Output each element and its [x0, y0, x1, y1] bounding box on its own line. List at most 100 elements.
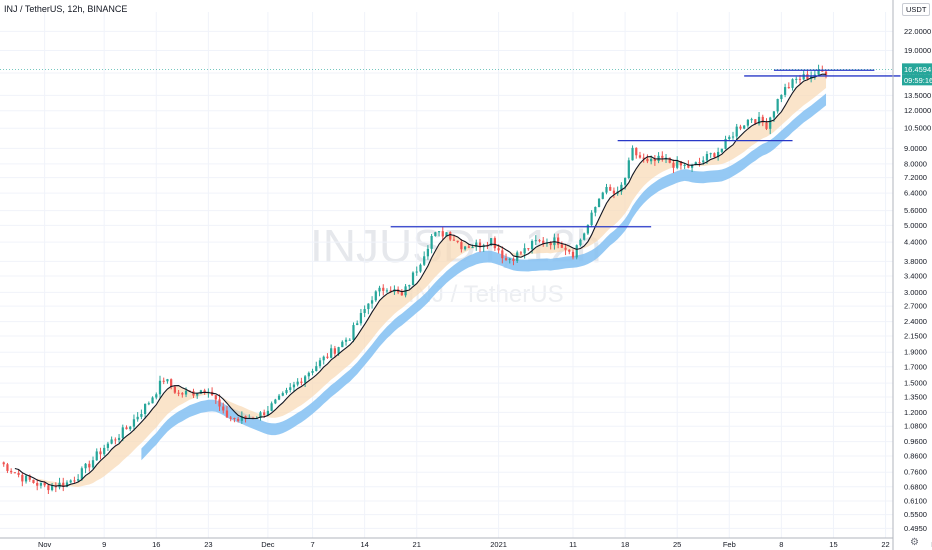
candle-body: [471, 247, 474, 249]
candle-body: [21, 474, 24, 482]
x-tick-label: 14: [360, 540, 368, 549]
sma-line: [14, 73, 827, 487]
candle-body: [642, 157, 645, 159]
candle-body: [623, 178, 627, 185]
candle-body: [683, 164, 686, 166]
candle-body: [650, 158, 653, 162]
candle-body: [460, 242, 463, 250]
candle-body: [542, 240, 545, 244]
candle-body: [620, 184, 623, 192]
candle-body: [39, 482, 43, 486]
candle-body: [757, 116, 761, 124]
candle-body: [456, 240, 459, 243]
currency-button[interactable]: USDT: [902, 3, 931, 16]
gear-icon[interactable]: ⚙: [910, 537, 919, 548]
blue-ma-band: [141, 93, 827, 461]
candle-body: [91, 460, 95, 468]
candle-body: [653, 158, 656, 162]
y-tick-label: 7.2000: [904, 173, 927, 182]
y-tick-label: 10.5000: [904, 124, 931, 133]
candle-body: [84, 463, 87, 469]
candle-body: [311, 371, 314, 373]
candle-body: [285, 389, 288, 394]
candle-body: [170, 379, 173, 387]
candle-body: [292, 384, 296, 388]
candle-body: [787, 87, 790, 89]
candle-body: [523, 248, 526, 254]
candle-body: [501, 250, 504, 259]
candle-body: [65, 482, 69, 487]
candle-body: [750, 119, 753, 121]
candle-body: [798, 78, 802, 80]
candle-body: [612, 190, 616, 194]
candle-body: [672, 162, 675, 168]
candle-body: [229, 417, 232, 419]
candle-body: [527, 248, 530, 250]
candle-body: [772, 111, 776, 118]
candle-body: [434, 232, 437, 237]
y-tick-label: 13.5000: [904, 91, 931, 100]
candle-body: [363, 309, 366, 314]
candle-body: [129, 426, 132, 430]
candle-body: [330, 348, 333, 358]
candle-body: [240, 416, 243, 421]
candle-body: [296, 381, 299, 385]
candle-body: [281, 393, 284, 396]
candle-body: [664, 157, 668, 159]
gridlines: [0, 12, 893, 538]
y-tick-label: 12.0000: [904, 106, 931, 115]
candle-body: [199, 390, 203, 394]
candle-body: [6, 464, 9, 471]
candle-body: [24, 475, 28, 482]
candle-body: [687, 164, 690, 168]
moving-average-band: [37, 74, 827, 487]
y-tick-label: 1.3500: [904, 392, 927, 401]
candle-body: [13, 472, 16, 474]
candle-body: [95, 451, 98, 461]
candle-body: [352, 325, 355, 340]
candle-body: [277, 395, 281, 400]
candle-body: [341, 341, 344, 348]
candle-body: [795, 78, 798, 80]
candle-body: [10, 470, 13, 473]
y-tick-label: 2.4000: [904, 317, 927, 326]
last-price-value: 16.4594: [904, 65, 931, 74]
candle-body: [370, 300, 374, 304]
candle-body: [356, 323, 359, 326]
y-tick-label: 1.7000: [904, 362, 927, 371]
candle-body: [761, 116, 764, 123]
candle-body: [493, 238, 496, 249]
candle-body: [780, 94, 783, 100]
candle-body: [601, 192, 604, 199]
candle-body: [713, 153, 716, 158]
candle-body: [184, 390, 188, 395]
price-badge: 16.4594 09:59:16: [902, 63, 932, 86]
y-tick-label: 2.7000: [904, 302, 927, 311]
x-tick-label: 25: [673, 540, 681, 549]
candle-body: [452, 239, 456, 241]
x-tick-label: 22: [881, 540, 889, 549]
candle-body: [731, 136, 735, 138]
candle-body: [162, 380, 165, 382]
candle-body: [318, 360, 322, 367]
y-tick-label: 0.5500: [904, 510, 927, 519]
candle-body: [203, 390, 206, 393]
last-price-badge: [902, 63, 932, 75]
candle-body: [583, 233, 586, 240]
candle-body: [333, 348, 336, 354]
candle-body: [132, 419, 136, 427]
x-tick-label: 18: [621, 540, 629, 549]
candle-body: [2, 462, 5, 465]
candle-body: [497, 248, 500, 251]
candle-body: [344, 339, 348, 342]
x-tick-label: 8: [779, 540, 783, 549]
y-tick-label: 8.0000: [904, 159, 927, 168]
candle-body: [724, 138, 727, 149]
y-tick-label: 1.9000: [904, 348, 927, 357]
x-tick-label: 9: [102, 540, 106, 549]
candle-body: [136, 416, 139, 420]
bar-countdown: 09:59:16: [904, 76, 932, 85]
candle-body: [415, 271, 418, 273]
candle-body: [263, 412, 266, 416]
